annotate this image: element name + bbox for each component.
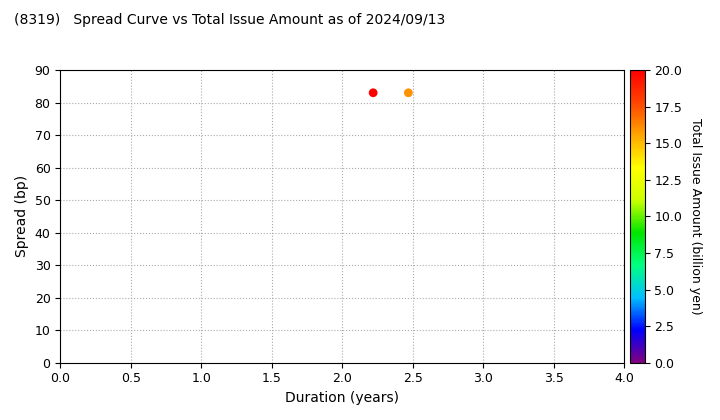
Text: (8319)   Spread Curve vs Total Issue Amount as of 2024/09/13: (8319) Spread Curve vs Total Issue Amoun…	[14, 13, 446, 26]
Point	[367, 89, 379, 96]
Point	[402, 89, 414, 96]
Y-axis label: Spread (bp): Spread (bp)	[15, 175, 29, 257]
Y-axis label: Total Issue Amount (billion yen): Total Issue Amount (billion yen)	[688, 118, 702, 315]
X-axis label: Duration (years): Duration (years)	[285, 391, 399, 405]
